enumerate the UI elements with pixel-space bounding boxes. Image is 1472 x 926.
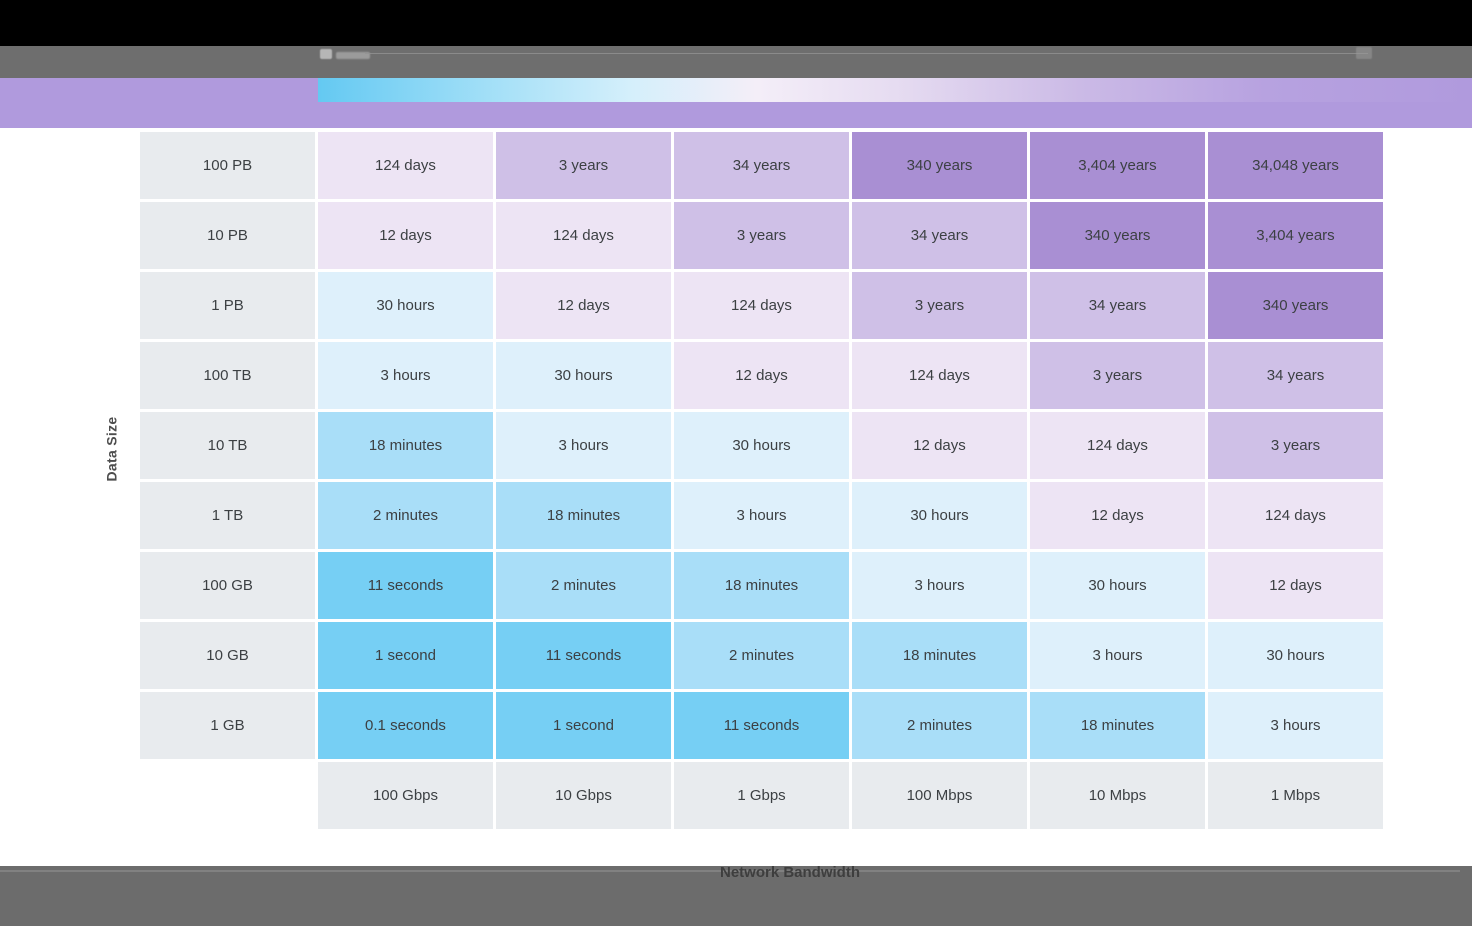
corner-spacer	[140, 762, 315, 829]
heatmap-cell: 30 hours	[852, 482, 1027, 549]
toolbar-label-smudge	[336, 52, 370, 59]
heatmap-cell: 3 hours	[318, 342, 493, 409]
heatmap-cell: 2 minutes	[318, 482, 493, 549]
row-header-cell: 10 PB	[140, 202, 315, 269]
heatmap-cell: 124 days	[674, 272, 849, 339]
footer-bar: Network Bandwidth	[0, 864, 1472, 926]
heatmap-cell: 18 minutes	[496, 482, 671, 549]
heatmap-cell: 2 minutes	[852, 692, 1027, 759]
heatmap-cell: 11 seconds	[674, 692, 849, 759]
heatmap-cell: 1 second	[496, 692, 671, 759]
gradient-banner	[0, 78, 1472, 128]
top-black-bar	[0, 0, 1472, 46]
speed-header-cell: 1 Gbps	[674, 762, 849, 829]
heatmap-cell: 34,048 years	[1208, 132, 1383, 199]
row-header-cell: 100 TB	[140, 342, 315, 409]
ruler-handle-icon	[1356, 47, 1372, 59]
heatmap-cell: 12 days	[1030, 482, 1205, 549]
footer-ruler-line	[0, 870, 1460, 872]
heatmap-cell: 30 hours	[674, 412, 849, 479]
heatmap-cell: 12 days	[674, 342, 849, 409]
heatmap-cell: 30 hours	[318, 272, 493, 339]
heatmap-cell: 3 hours	[1208, 692, 1383, 759]
heatmap-cell: 18 minutes	[318, 412, 493, 479]
row-header-cell: 10 TB	[140, 412, 315, 479]
heatmap-cell: 3 hours	[852, 552, 1027, 619]
heatmap-cell: 34 years	[1208, 342, 1383, 409]
heatmap-cell: 30 hours	[496, 342, 671, 409]
heatmap-cell: 340 years	[1030, 202, 1205, 269]
heatmap-cell: 34 years	[1030, 272, 1205, 339]
heatmap-cell: 2 minutes	[674, 622, 849, 689]
heatmap-cell: 12 days	[852, 412, 1027, 479]
heatmap-cell: 30 hours	[1030, 552, 1205, 619]
toolbar-label-smudge-icon	[320, 49, 332, 59]
heatmap-cell: 3 years	[674, 202, 849, 269]
heatmap-cell: 124 days	[1208, 482, 1383, 549]
heatmap-table: 100 PB 124 days 3 years 34 years 340 years 3,…	[140, 132, 1383, 829]
heatmap-cell: 340 years	[1208, 272, 1383, 339]
speed-header-cell: 100 Mbps	[852, 762, 1027, 829]
row-header-cell: 1 TB	[140, 482, 315, 549]
heatmap-cell: 12 days	[318, 202, 493, 269]
heatmap-cell: 12 days	[1208, 552, 1383, 619]
x-axis-label: Network Bandwidth	[719, 864, 860, 881]
y-axis-label-text: Data Size	[102, 416, 119, 482]
heatmap-cell: 340 years	[852, 132, 1027, 199]
row-header-cell: 100 GB	[140, 552, 315, 619]
heatmap-cell: 30 hours	[1208, 622, 1383, 689]
heatmap-cell: 124 days	[496, 202, 671, 269]
heatmap-cell: 11 seconds	[318, 552, 493, 619]
heatmap-cell: 124 days	[318, 132, 493, 199]
speed-header-cell: 100 Gbps	[318, 762, 493, 829]
ruler-line	[365, 53, 1368, 54]
speed-header-cell: 1 Mbps	[1208, 762, 1383, 829]
heatmap-cell: 1 second	[318, 622, 493, 689]
row-header-cell: 1 GB	[140, 692, 315, 759]
heatmap-cell: 11 seconds	[496, 622, 671, 689]
heatmap-cell: 18 minutes	[674, 552, 849, 619]
heatmap-cell: 2 minutes	[496, 552, 671, 619]
heatmap-cell: 3,404 years	[1208, 202, 1383, 269]
heatmap-cell: 34 years	[674, 132, 849, 199]
heatmap-cell: 3,404 years	[1030, 132, 1205, 199]
row-header-cell: 10 GB	[140, 622, 315, 689]
heatmap-cell: 3 hours	[1030, 622, 1205, 689]
heatmap-cell: 0.1 seconds	[318, 692, 493, 759]
toolbar	[0, 46, 1472, 78]
speed-header-cell: 10 Mbps	[1030, 762, 1205, 829]
heatmap-cell: 12 days	[496, 272, 671, 339]
heatmap-cell: 18 minutes	[1030, 692, 1205, 759]
heatmap-cell: 124 days	[1030, 412, 1205, 479]
blue-to-purple-gradient-strip	[318, 78, 1472, 102]
heatmap-cell: 3 years	[1030, 342, 1205, 409]
heatmap-cell: 3 hours	[674, 482, 849, 549]
heatmap-cell: 3 hours	[496, 412, 671, 479]
heatmap-cell: 34 years	[852, 202, 1027, 269]
heatmap-cell: 124 days	[852, 342, 1027, 409]
heatmap-cell: 18 minutes	[852, 622, 1027, 689]
heatmap-cell: 3 years	[852, 272, 1027, 339]
heatmap-cell: 3 years	[1208, 412, 1383, 479]
speed-header-cell: 10 Gbps	[496, 762, 671, 829]
row-header-cell: 1 PB	[140, 272, 315, 339]
row-header-cell: 100 PB	[140, 132, 315, 199]
heatmap-cell: 3 years	[496, 132, 671, 199]
